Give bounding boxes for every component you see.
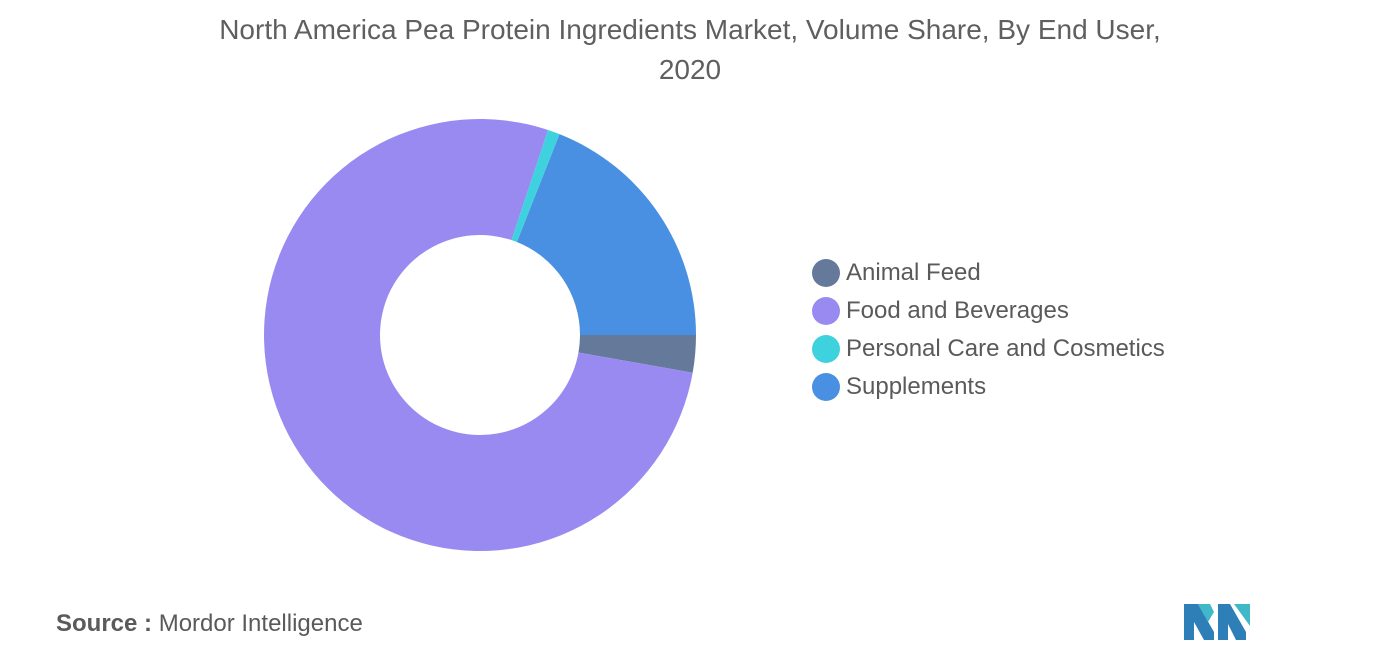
legend-label: Personal Care and Cosmetics — [846, 335, 1165, 362]
slice-supplements — [516, 134, 696, 335]
legend-item-animal-feed: Animal Feed — [812, 254, 1165, 292]
slice-personal-care-and-cosmetics — [511, 129, 560, 243]
legend-label: Supplements — [846, 373, 987, 400]
legend-item-supplements: Supplements — [812, 368, 1165, 406]
legend-label: Food and Beverages — [846, 297, 1069, 324]
legend-item-food-and-beverages: Food and Beverages — [812, 292, 1165, 330]
chart-title: North America Pea Protein Ingredients Ma… — [219, 14, 1161, 85]
legend-marker-supplements — [812, 373, 840, 401]
source-value: Mordor Intelligence — [158, 610, 363, 637]
legend-label: Animal Feed — [846, 259, 981, 286]
legend-marker-food-and-beverages — [812, 297, 840, 325]
legend-item-personal-care-and-cosmetics: Personal Care and Cosmetics — [812, 330, 1165, 368]
source-note: Source : Mordor Intelligence — [56, 610, 363, 638]
slice-food-and-beverages — [264, 119, 693, 552]
donut-slices — [264, 119, 696, 552]
legend-marker-personal-care-and-cosmetics — [812, 335, 840, 363]
slice-animal-feed — [578, 335, 696, 373]
legend-marker-animal-feed — [812, 259, 840, 287]
source-label: Source : — [56, 610, 153, 637]
mordor-intelligence-logo-icon — [1184, 604, 1250, 640]
chart-legend: Animal Feed Food and Beverages Personal … — [812, 254, 1165, 406]
